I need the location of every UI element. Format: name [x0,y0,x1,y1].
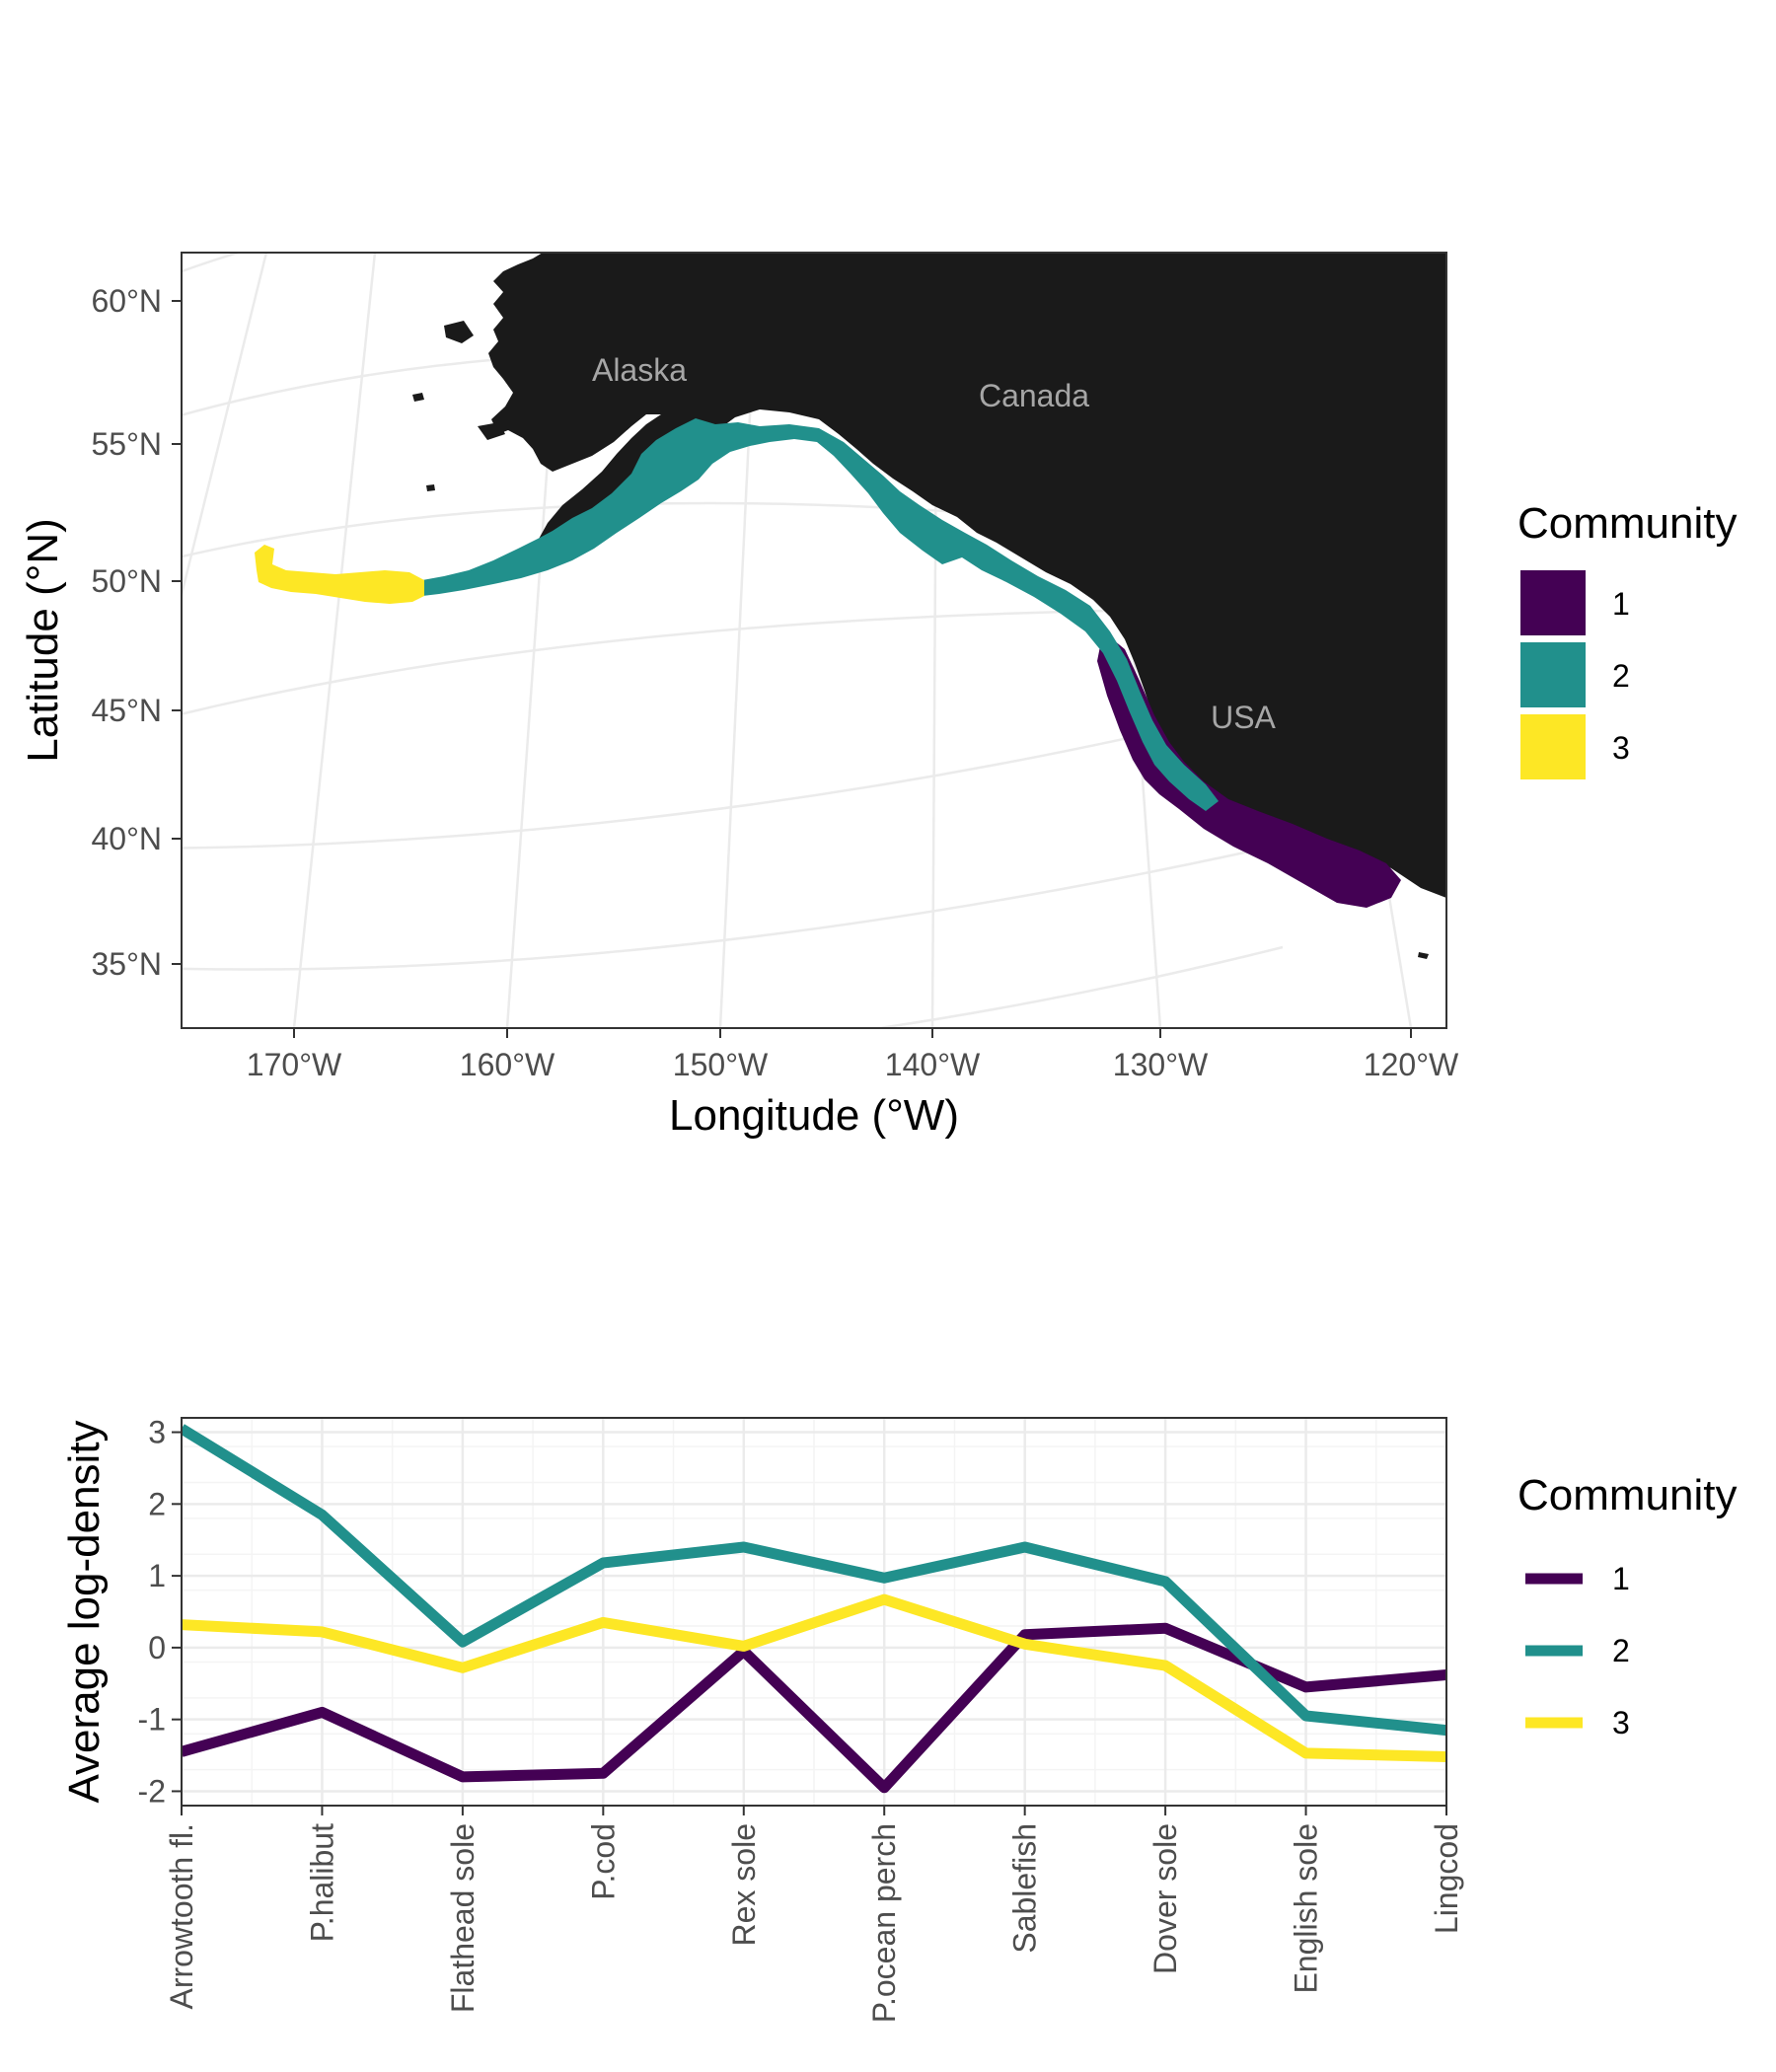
map-legend-label-2: 2 [1612,658,1630,694]
map-legend-title: Community [1517,499,1738,548]
map-legend: Community 1 2 3 [1517,499,1738,779]
map-panel: Alaska Canada USA 60°N 55°N 50°N 45°N 40… [19,252,1738,1140]
map-lat-axis: 60°N 55°N 50°N 45°N 40°N 35°N [92,283,182,982]
map-legend-key-3 [1520,714,1586,779]
line-chart-panel: -2 -1 0 1 2 3 Arrowtooth fl. P.halibut Flathead… [60,1415,1738,2024]
chart-x-tick-label: P.ocean perch [866,1823,902,2023]
series-line-community-3 [182,1593,1446,1762]
chart-y-axis: -2 -1 0 1 2 3 [138,1415,182,1809]
chart-y-tick-label: 1 [148,1558,166,1593]
lon-tick-170: 170°W [247,1047,342,1082]
chart-x-tick-label: P.halibut [304,1823,339,1943]
map-legend-label-3: 3 [1612,730,1630,766]
map-lon-axis: 170°W 160°W 150°W 140°W 130°W 120°W [247,1028,1459,1082]
chart-x-axis: Arrowtooth fl. P.halibut Flathead sole P.co… [164,1806,1464,2023]
map-panel-border [181,252,1447,1029]
chart-y-tick-label: -2 [138,1773,166,1809]
chart-x-tick-label: Arrowtooth fl. [164,1823,199,2010]
island-nunivak [478,422,505,440]
chart-series-lines [182,1424,1446,1794]
chart-y-tick-label: -1 [138,1702,166,1738]
island-small-a [412,393,424,402]
chart-y-tick-label: 3 [148,1415,166,1450]
chart-legend-label-3: 3 [1612,1705,1630,1740]
lat-tick-40: 40°N [92,821,163,856]
series-line-community-1 [182,1622,1446,1794]
lon-tick-120: 120°W [1364,1047,1459,1082]
island-small-b [426,484,435,491]
chart-x-tick-label: Flathead sole [445,1823,481,2013]
lat-tick-55: 55°N [92,426,163,462]
chart-x-tick-label: Rex sole [726,1823,762,1947]
land-mass [412,253,1446,959]
chart-legend-label-2: 2 [1612,1633,1630,1668]
series-line-community-2 [182,1424,1446,1737]
chart-y-axis-title: Average log-density [60,1420,109,1803]
chart-legend-label-1: 1 [1612,1561,1630,1596]
chart-x-tick-label: Sablefish [1007,1823,1043,1954]
chart-x-tick-label: Dover sole [1147,1823,1183,1974]
island-st-lawrence [444,321,474,343]
map-y-axis-title: Latitude (°N) [19,518,67,762]
chart-x-tick-label: English sole [1289,1823,1324,1994]
lat-tick-50: 50°N [92,563,163,599]
place-label-alaska: Alaska [592,352,687,388]
chart-panel-border [181,1417,1447,1807]
lat-tick-45: 45°N [92,693,163,728]
chart-y-tick-label: 0 [148,1630,166,1665]
community-3-region [255,545,424,604]
chart-legend-title: Community [1517,1471,1738,1519]
lon-tick-130: 130°W [1113,1047,1209,1082]
chart-x-tick-label: P.cod [585,1823,621,1900]
community-2-region [422,418,1219,811]
community-regions [255,418,1401,908]
chart-x-tick-label: Lingcod [1429,1823,1464,1934]
lon-tick-140: 140°W [885,1047,981,1082]
island-small-c [1418,952,1429,959]
lon-tick-150: 150°W [673,1047,769,1082]
place-label-canada: Canada [979,378,1089,413]
place-label-usa: USA [1211,700,1276,735]
map-legend-key-1 [1520,570,1586,635]
map-legend-label-1: 1 [1612,586,1630,622]
map-legend-key-2 [1520,642,1586,707]
lat-tick-35: 35°N [92,946,163,982]
chart-legend: Community 1 2 3 [1517,1471,1738,1740]
chart-y-tick-label: 2 [148,1486,166,1521]
lon-tick-160: 160°W [460,1047,555,1082]
lat-tick-60: 60°N [92,283,163,319]
map-x-axis-title: Longitude (°W) [669,1091,959,1140]
north-america-land [488,253,1446,898]
community-1-region [1097,631,1401,908]
